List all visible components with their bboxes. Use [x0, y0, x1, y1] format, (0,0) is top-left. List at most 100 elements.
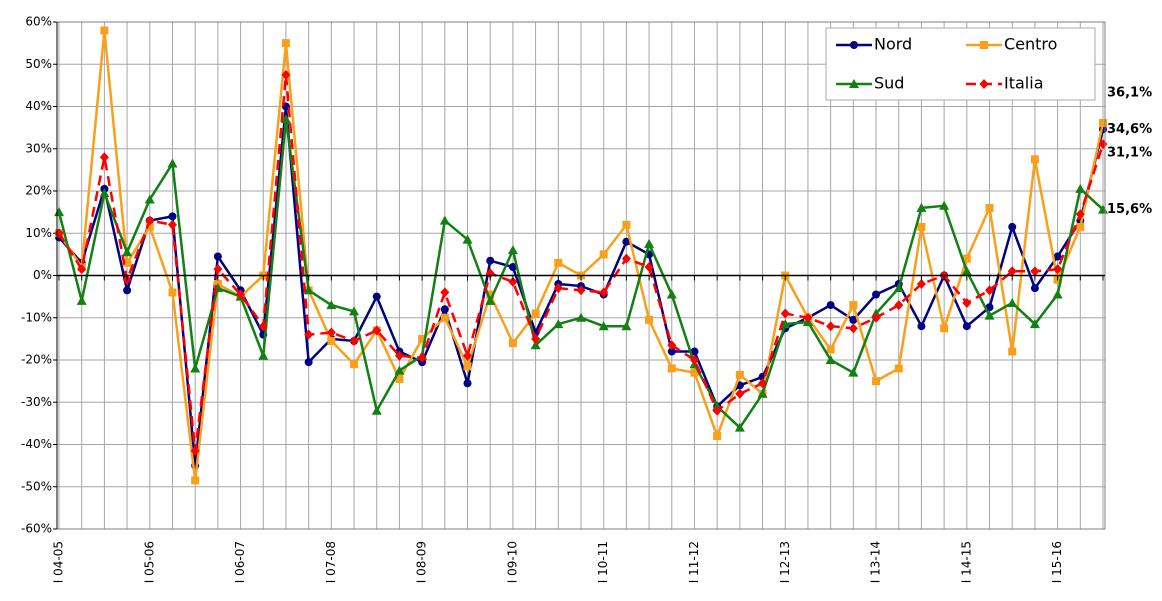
data-point [961, 266, 972, 276]
data-point [849, 301, 858, 310]
data-point [598, 321, 609, 331]
data-point [350, 360, 359, 369]
data-point [576, 285, 586, 296]
data-point [985, 285, 995, 296]
y-tick-label: -30% [21, 395, 52, 409]
data-point [689, 355, 699, 365]
data-point [167, 219, 177, 230]
data-point [439, 215, 450, 225]
data-point [872, 377, 881, 386]
data-point [418, 334, 427, 343]
x-tick-label: I 15-16 [1050, 541, 1064, 583]
data-point [213, 264, 223, 275]
data-point [780, 308, 790, 319]
data-point [757, 388, 768, 398]
data-point [962, 322, 971, 331]
data-point [553, 319, 564, 329]
data-point [984, 310, 995, 320]
data-point [735, 370, 744, 379]
y-tick-label: 20% [25, 184, 52, 198]
data-point [1030, 266, 1040, 277]
data-point [144, 194, 155, 204]
y-tick-label: -10% [21, 310, 52, 324]
data-point [1075, 183, 1086, 193]
x-tick-label: I 04-05 [52, 541, 66, 583]
data-point [667, 364, 676, 373]
data-point [531, 333, 541, 344]
data-point [258, 350, 269, 360]
data-point [599, 287, 609, 298]
data-point [167, 158, 178, 168]
data-point [599, 250, 608, 259]
legend-label: Italia [1004, 74, 1044, 93]
data-point [848, 367, 859, 377]
data-point [190, 445, 200, 456]
data-point [1008, 222, 1017, 231]
data-point [326, 327, 336, 338]
x-tick-label: I 14-15 [959, 541, 973, 583]
data-point [848, 323, 858, 334]
data-point [440, 313, 449, 322]
y-tick-label: -20% [21, 353, 52, 367]
data-label: 15,6% [1107, 202, 1152, 217]
data-point [462, 234, 473, 244]
data-point [553, 283, 563, 294]
data-point [825, 355, 836, 364]
data-point [962, 297, 972, 308]
x-tick-label: I 11-12 [687, 541, 701, 583]
data-point [1076, 222, 1085, 231]
data-point [826, 321, 836, 332]
data-label: 36,1% [1107, 85, 1152, 100]
data-point [372, 325, 382, 336]
data-point [440, 305, 449, 314]
data-point [1053, 252, 1062, 261]
legend-marker [849, 79, 859, 88]
legend-marker [850, 41, 858, 49]
data-point [168, 212, 177, 221]
data-point [304, 329, 314, 340]
data-point [826, 301, 835, 310]
data-point [100, 26, 109, 35]
data-point [327, 336, 336, 345]
data-point [893, 283, 904, 293]
data-point [1029, 319, 1040, 329]
data-point [872, 290, 881, 299]
data-point [1030, 155, 1039, 164]
data-point [849, 315, 858, 324]
legend-label: Sud [874, 74, 904, 93]
data-point [894, 300, 904, 311]
data-point [758, 378, 768, 389]
data-point [916, 202, 927, 212]
data-point [916, 278, 926, 289]
data-point [713, 432, 722, 441]
x-tick-label: I 05-06 [142, 541, 156, 583]
data-point [1007, 266, 1017, 277]
data-point [894, 364, 903, 373]
data-point [236, 289, 246, 300]
data-point [123, 258, 132, 267]
data-point [690, 368, 699, 377]
data-point [1030, 284, 1039, 293]
data-point [803, 312, 813, 323]
data-point [280, 114, 291, 124]
data-point [644, 262, 654, 273]
data-point [1053, 264, 1063, 275]
data-point [486, 256, 495, 265]
data-point [191, 476, 200, 485]
data-point [486, 290, 495, 299]
data-point [371, 405, 382, 415]
x-tick-label: I 07-08 [324, 541, 338, 583]
data-point [621, 253, 631, 264]
series-layer [54, 26, 1108, 485]
y-tick-label: 30% [25, 141, 52, 155]
data-point [712, 405, 722, 416]
data-point [463, 379, 472, 388]
data-point [735, 388, 745, 399]
overlay [56, 22, 1105, 529]
y-tick-label: 60% [25, 15, 52, 29]
data-point [190, 363, 201, 373]
y-tick-label: 50% [25, 57, 52, 71]
data-point [1075, 209, 1085, 220]
data-point [780, 319, 791, 329]
